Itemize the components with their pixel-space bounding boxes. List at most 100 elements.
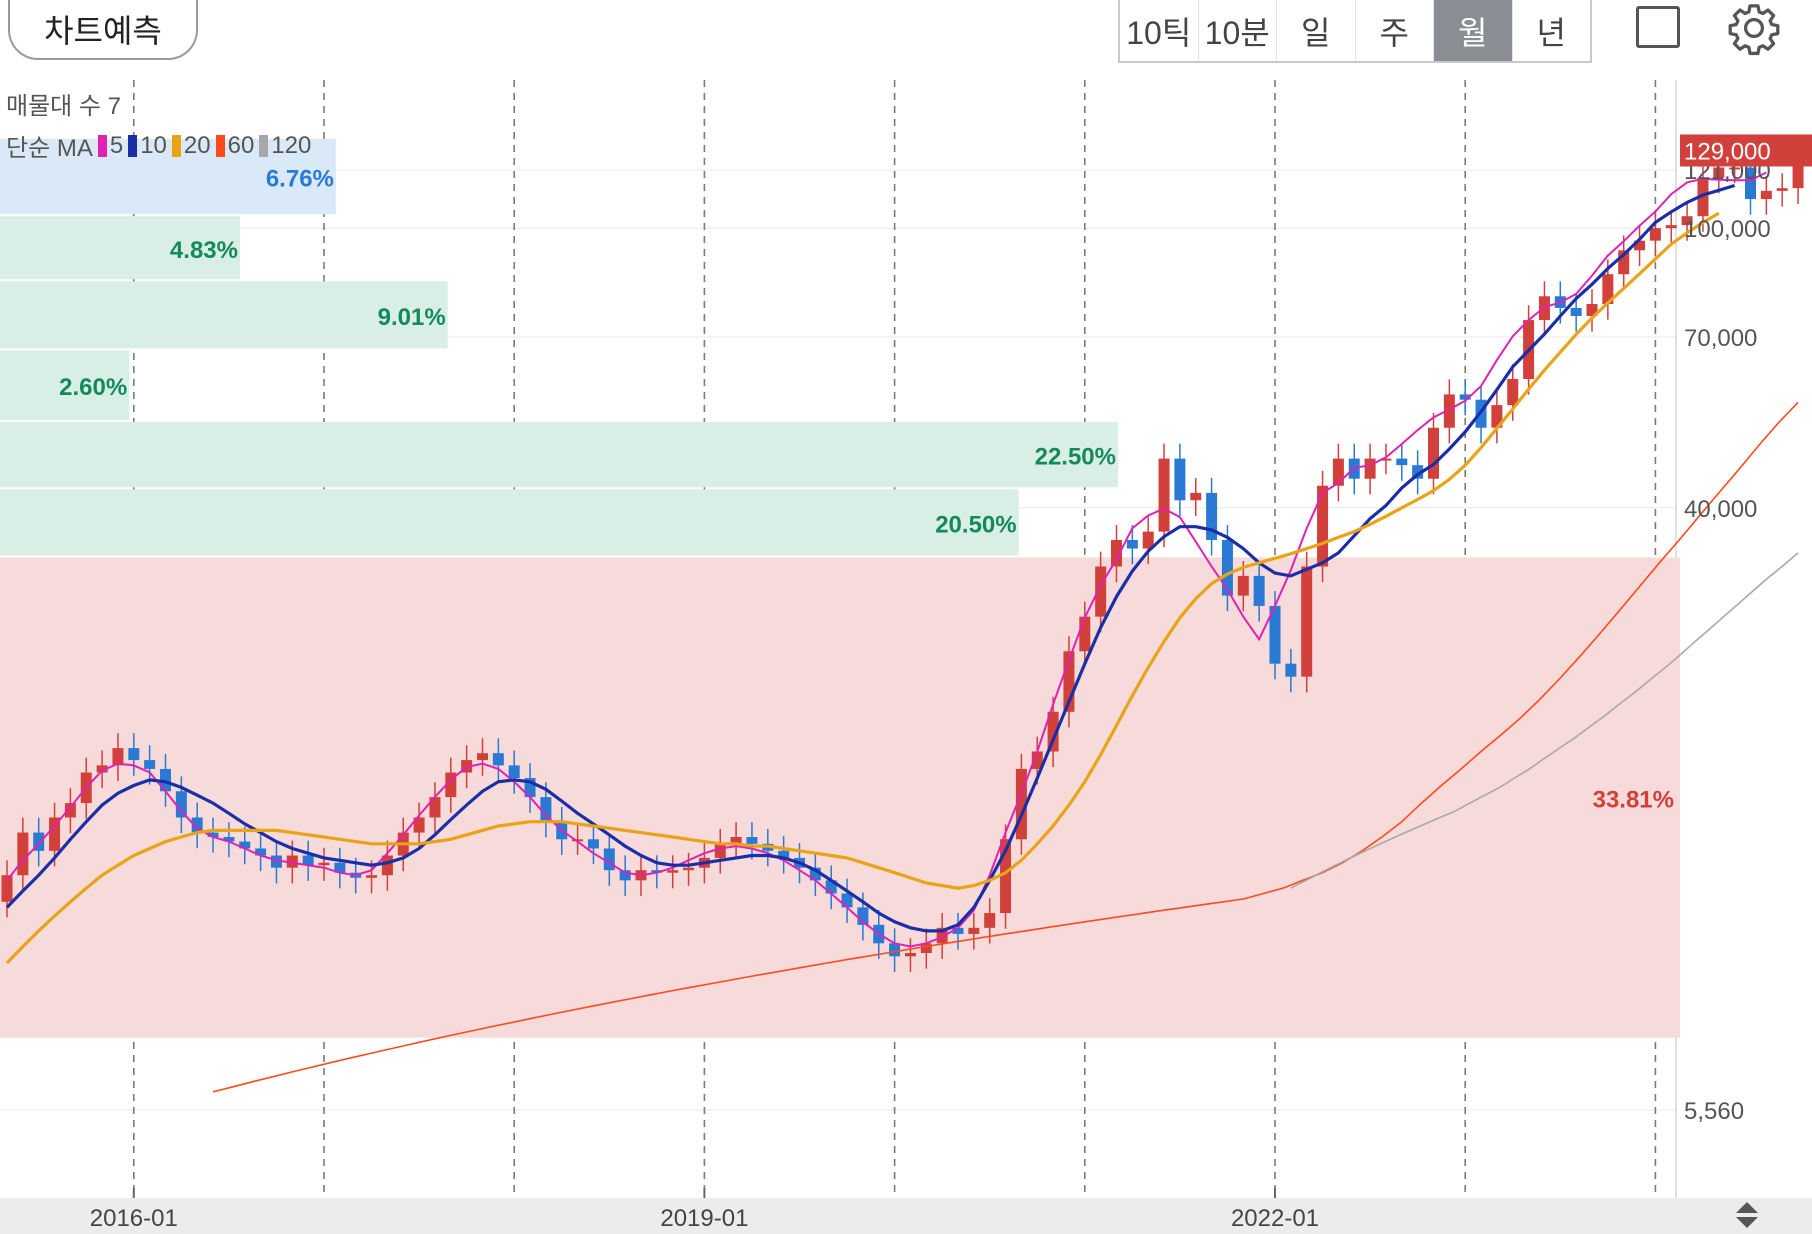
candle-body bbox=[175, 791, 187, 818]
candle-body bbox=[1190, 492, 1202, 501]
candle-body bbox=[508, 765, 520, 779]
current-price-label: 129,000 bbox=[1684, 138, 1771, 165]
volume-profile-bar bbox=[0, 281, 448, 349]
candle-body bbox=[64, 803, 76, 818]
candle-body bbox=[366, 875, 378, 878]
ma10-label: 10 bbox=[140, 131, 167, 159]
tab-year[interactable]: 년 bbox=[1536, 14, 1566, 51]
ma-legend-prefix: 단순 MA bbox=[6, 135, 93, 162]
volume-profile-label: 20.50% bbox=[935, 511, 1016, 538]
candle-body bbox=[477, 753, 488, 761]
candle-body bbox=[1221, 539, 1233, 596]
candle-body bbox=[1253, 575, 1265, 606]
volume-profile-legend: 매물대 수 7 bbox=[6, 93, 122, 120]
candle-body bbox=[1507, 379, 1519, 406]
candle-body bbox=[1317, 485, 1329, 567]
candle-body bbox=[1412, 465, 1424, 479]
candle-body bbox=[619, 870, 631, 881]
candle-body bbox=[1142, 531, 1154, 549]
x-axis-band bbox=[0, 1198, 1812, 1234]
candle-body bbox=[381, 855, 393, 876]
ma60-swatch bbox=[215, 134, 225, 157]
ma60-label: 60 bbox=[227, 131, 255, 159]
tab-month[interactable]: 월 bbox=[1434, 0, 1513, 61]
candle-body bbox=[809, 867, 821, 881]
candle-body bbox=[524, 778, 536, 798]
candle-body bbox=[572, 839, 584, 842]
volume-profile-labels: 6.76% 4.83% 9.01% 2.60% 22.50% 20.50% 33.81% bbox=[59, 166, 1674, 814]
tab-10tick[interactable]: 10틱 bbox=[1120, 0, 1199, 61]
candle-body bbox=[286, 855, 298, 868]
fullscreen-button[interactable] bbox=[1636, 6, 1680, 48]
ma120-swatch bbox=[259, 134, 269, 157]
ma20-line bbox=[5, 211, 1720, 965]
candle-body bbox=[33, 832, 45, 851]
candle-body bbox=[889, 943, 901, 957]
ma5-line bbox=[6, 171, 1767, 948]
candle-body bbox=[1063, 651, 1075, 712]
volume-profile-label: 2.60% bbox=[59, 374, 127, 401]
candle-body bbox=[730, 837, 742, 844]
candle-body bbox=[1396, 458, 1408, 466]
candle-body bbox=[841, 893, 853, 908]
candle-body bbox=[1015, 768, 1027, 840]
candle-body bbox=[1111, 539, 1122, 567]
candle-body bbox=[1206, 492, 1218, 540]
x-tick-label: 2019-01 bbox=[660, 1205, 748, 1232]
candle-body bbox=[144, 760, 156, 769]
candle-body bbox=[1665, 225, 1677, 229]
candle-body bbox=[445, 772, 457, 798]
x-tick-label: 2016-01 bbox=[90, 1205, 178, 1232]
scroll-handle-icon[interactable] bbox=[1732, 1200, 1762, 1230]
volume-profile-bar bbox=[0, 216, 240, 280]
volume-profile-label: 9.01% bbox=[378, 304, 446, 331]
candle-body bbox=[1, 875, 13, 902]
current-price-tag bbox=[1680, 134, 1812, 167]
candle-body bbox=[936, 927, 948, 944]
volume-profile-label: 6.76% bbox=[266, 166, 334, 193]
candle-body bbox=[1301, 566, 1313, 677]
candle-body bbox=[1364, 458, 1376, 479]
candle-body bbox=[1174, 458, 1186, 501]
tab-day[interactable]: 일 bbox=[1277, 0, 1356, 61]
candle-body bbox=[492, 753, 504, 766]
candle-body bbox=[334, 862, 346, 873]
candle-body bbox=[857, 907, 869, 925]
candle-body bbox=[1681, 216, 1693, 226]
candle-body bbox=[1792, 150, 1804, 189]
candle-body bbox=[651, 870, 663, 873]
candle-body bbox=[318, 862, 330, 866]
candle-body bbox=[413, 817, 425, 833]
candle-body bbox=[587, 839, 599, 849]
candle-body bbox=[1126, 539, 1138, 549]
candle-body bbox=[17, 832, 29, 876]
ma-legend: 단순 MA 5 10 20 60 120 bbox=[6, 128, 311, 163]
candle-body bbox=[1158, 458, 1170, 532]
candle-body bbox=[1047, 711, 1059, 752]
chart-predict-button[interactable]: 차트예측 bbox=[8, 0, 198, 60]
volume-profile-bar bbox=[0, 421, 1118, 488]
gear-icon[interactable] bbox=[1726, 0, 1782, 56]
candle-body bbox=[1570, 307, 1582, 316]
volume-profile bbox=[0, 138, 1680, 1038]
candle-body bbox=[255, 848, 267, 856]
candle-body bbox=[1491, 405, 1503, 428]
candle-body bbox=[96, 765, 108, 773]
tab-week[interactable]: 주 bbox=[1356, 0, 1434, 61]
candle-body bbox=[1332, 458, 1344, 486]
y-tick-label: 100,000 bbox=[1684, 216, 1771, 243]
candle-body bbox=[160, 768, 171, 792]
candle-body bbox=[1618, 250, 1630, 275]
tab-10min[interactable]: 10분 bbox=[1199, 0, 1277, 61]
y-tick-label: 5,560 bbox=[1684, 1098, 1744, 1125]
candle-body bbox=[1428, 427, 1439, 479]
toolbar: 차트예측 10틱 10분 일 주 월 년 bbox=[0, 0, 1812, 80]
candle-body bbox=[1586, 303, 1598, 316]
candle-body bbox=[270, 855, 282, 868]
candle-body bbox=[1697, 177, 1709, 217]
candle-body bbox=[984, 913, 996, 928]
volume-profile-bar bbox=[0, 138, 336, 215]
candle-body bbox=[603, 848, 615, 871]
ma10-swatch bbox=[128, 134, 138, 157]
